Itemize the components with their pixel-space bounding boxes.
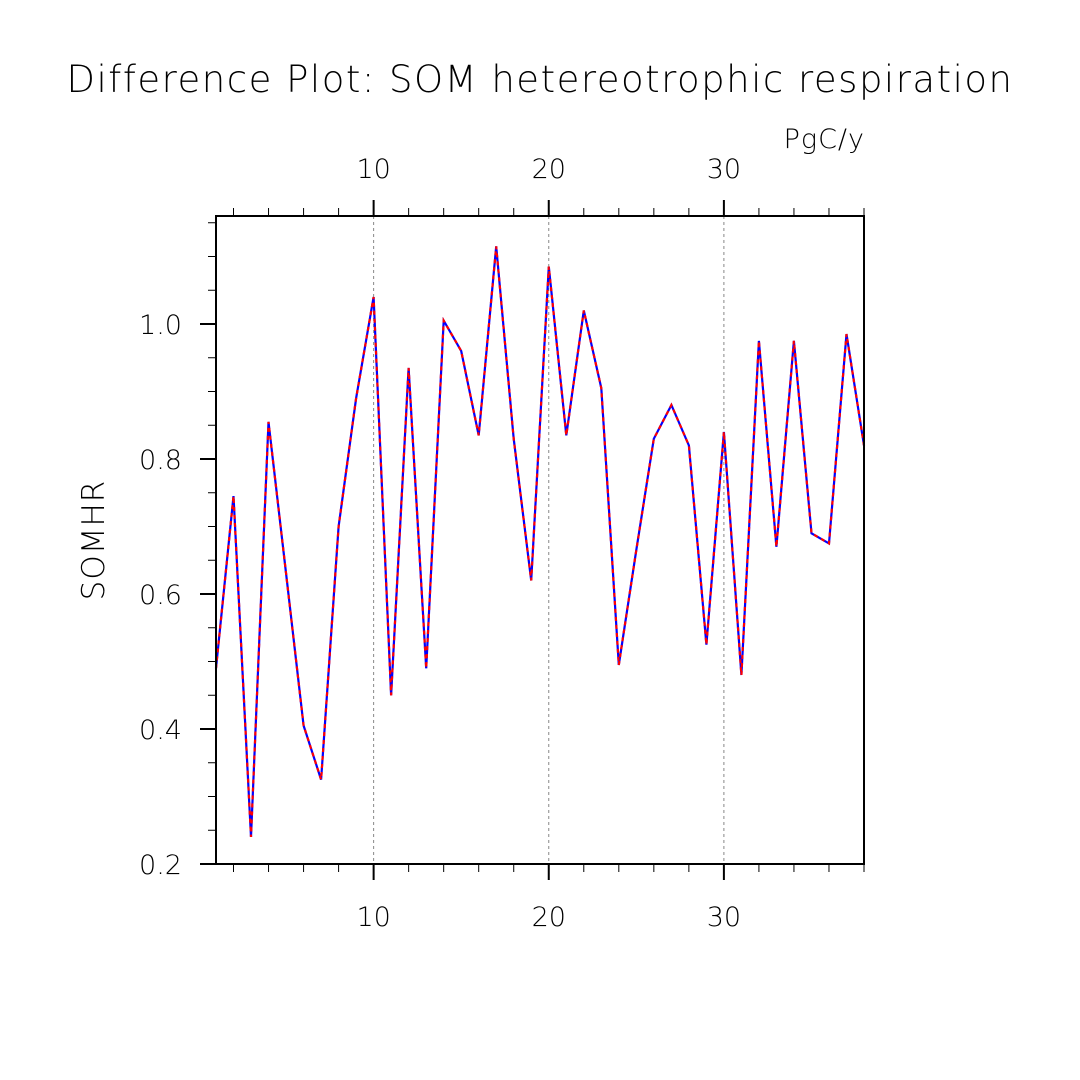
y-tick-label: 1.0 — [139, 310, 182, 341]
y-tick-label: 0.8 — [139, 445, 182, 476]
series-line-model — [214, 246, 866, 838]
y-tick-label: 0.2 — [139, 850, 182, 881]
series-lines — [214, 246, 866, 838]
x-tick-label-bottom: 20 — [532, 902, 566, 933]
gridlines — [373, 216, 725, 864]
y-tick-label: 0.4 — [139, 715, 182, 746]
x-tick-label-bottom: 10 — [356, 902, 390, 933]
minor-ticks — [208, 208, 865, 872]
plot-frame — [215, 215, 865, 865]
x-tick-label-top: 10 — [356, 154, 390, 185]
series-line-reference — [214, 246, 866, 838]
y-tick-label: 0.6 — [139, 580, 182, 611]
x-tick-label-bottom: 30 — [707, 902, 741, 933]
units-label: PgC/y — [784, 124, 865, 155]
y-axis-label: SOMHR — [76, 480, 112, 601]
chart-title: Difference Plot: SOM hetereotrophic resp… — [67, 58, 1014, 101]
x-tick-label-top: 30 — [707, 154, 741, 185]
axis-ticks: 10 20 30 10 20 30 0.2 0.4 0.6 0.8 1.0 — [139, 154, 741, 933]
x-tick-label-top: 20 — [532, 154, 566, 185]
